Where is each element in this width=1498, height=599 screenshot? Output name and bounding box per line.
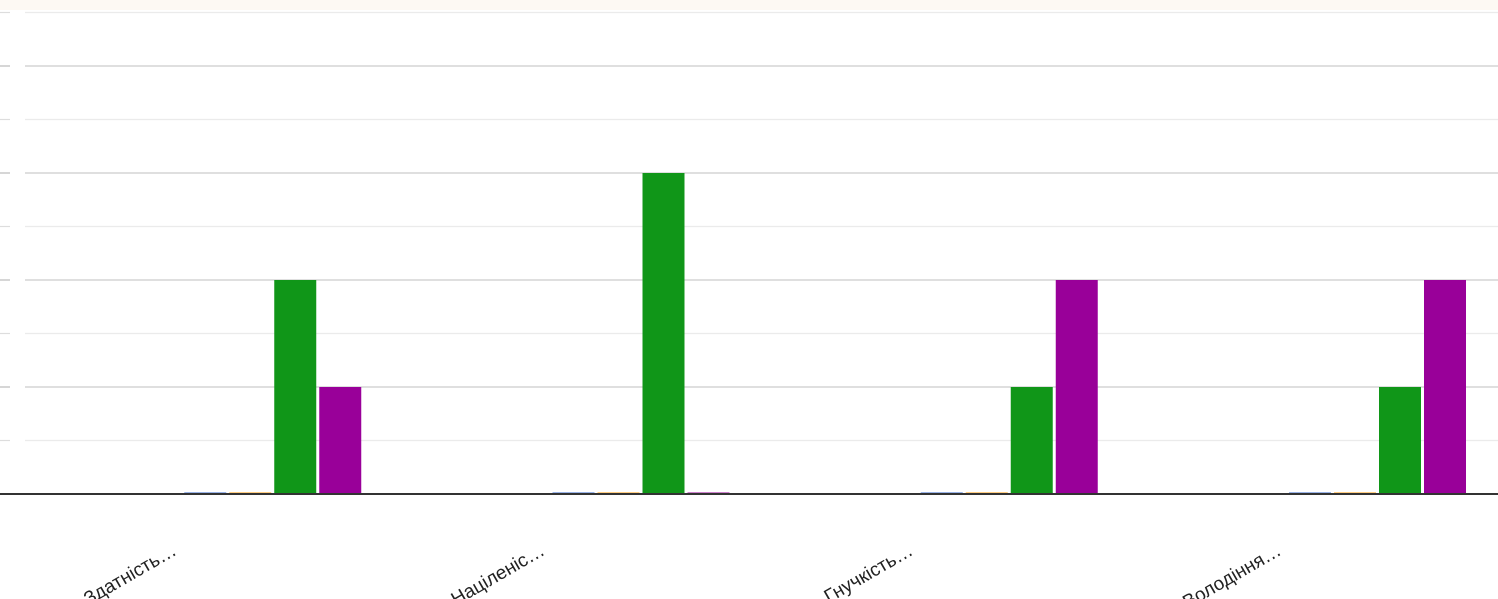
- x-tick-label: Націленіс…: [448, 540, 549, 599]
- bar-3-3: [1010, 387, 1053, 494]
- axis-layer: Здатність… Націленіс… Гнучкість… Володіння…: [0, 493, 1498, 599]
- x-tick-label: Гнучкість…: [821, 540, 917, 599]
- grid-layer: [0, 11, 1498, 442]
- bar-4-1: [319, 387, 362, 494]
- bar-chart: Здатність… Націленіс… Гнучкість… Володіння…: [0, 10, 1498, 599]
- bars-layer: [184, 173, 1466, 494]
- bar-4-3: [1055, 280, 1098, 494]
- x-tick-label: Здатність…: [80, 540, 180, 599]
- bar-4-4: [1424, 280, 1466, 494]
- bar-3-2: [642, 173, 685, 494]
- x-tick-label: Володіння…: [1179, 540, 1285, 599]
- bar-3-1: [274, 280, 317, 494]
- bar-3-4: [1379, 387, 1421, 494]
- chart-svg: Здатність… Націленіс… Гнучкість… Володіння…: [0, 11, 1498, 599]
